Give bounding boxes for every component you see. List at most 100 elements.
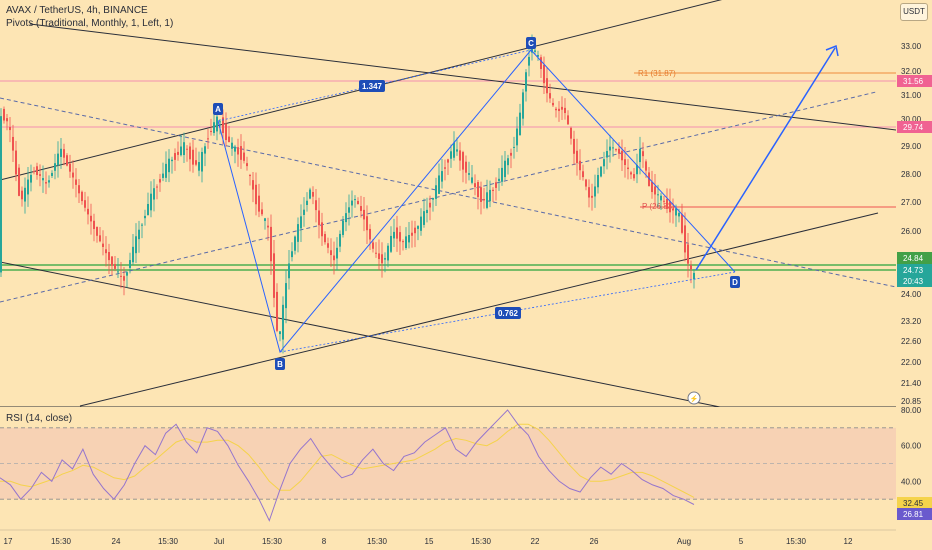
candle-body[interactable] — [342, 220, 344, 235]
candle-body[interactable] — [486, 192, 488, 208]
candle-body[interactable] — [552, 102, 554, 106]
candle-body[interactable] — [105, 249, 107, 254]
candle-body[interactable] — [318, 210, 320, 226]
candle-body[interactable] — [315, 200, 317, 211]
candle-body[interactable] — [42, 178, 44, 181]
candle-body[interactable] — [387, 245, 389, 261]
candle-body[interactable] — [168, 158, 170, 173]
candle-body[interactable] — [672, 208, 674, 211]
candle-body[interactable] — [120, 275, 122, 277]
candle-body[interactable] — [357, 200, 359, 205]
candle-body[interactable] — [171, 159, 173, 162]
candle-body[interactable] — [639, 148, 641, 163]
candle-body[interactable] — [153, 188, 155, 200]
candle-body[interactable] — [693, 272, 695, 280]
candle-body[interactable] — [489, 189, 491, 202]
rising-support-line[interactable] — [79, 212, 879, 407]
candle-body[interactable] — [525, 72, 527, 92]
candle-body[interactable] — [255, 184, 257, 205]
candle-body[interactable] — [198, 162, 200, 171]
candle-body[interactable] — [237, 147, 239, 155]
candle-body[interactable] — [72, 172, 74, 178]
candle-body[interactable] — [513, 146, 515, 148]
candle-body[interactable] — [210, 131, 212, 133]
candle-body[interactable] — [537, 55, 539, 57]
candle-body[interactable] — [564, 107, 566, 114]
candle-body[interactable] — [159, 179, 161, 183]
candle-body[interactable] — [597, 174, 599, 188]
candle-body[interactable] — [258, 195, 260, 212]
candle-body[interactable] — [690, 265, 692, 270]
candle-body[interactable] — [621, 150, 623, 161]
candle-body[interactable] — [225, 123, 227, 141]
candle-body[interactable] — [102, 243, 104, 247]
candle-body[interactable] — [213, 122, 215, 133]
candle-body[interactable] — [0, 116, 2, 273]
candle-body[interactable] — [108, 252, 110, 261]
candle-body[interactable] — [483, 198, 485, 201]
candle-body[interactable] — [201, 151, 203, 172]
candle-body[interactable] — [591, 195, 593, 198]
candle-body[interactable] — [192, 149, 194, 165]
candle-body[interactable] — [612, 147, 614, 149]
candle-body[interactable] — [276, 291, 278, 331]
candle-body[interactable] — [327, 243, 329, 248]
candle-body[interactable] — [555, 108, 557, 111]
candle-body[interactable] — [282, 304, 284, 340]
candle-body[interactable] — [438, 175, 440, 194]
candle-body[interactable] — [186, 148, 188, 150]
dashed-channel-upper[interactable] — [0, 97, 897, 288]
candle-body[interactable] — [645, 161, 647, 171]
pattern-point-d-box[interactable] — [730, 276, 740, 288]
candle-body[interactable] — [360, 206, 362, 211]
candle-body[interactable] — [288, 263, 290, 279]
ratio-label-0762-box[interactable] — [495, 307, 521, 319]
candle-body[interactable] — [675, 208, 677, 216]
candle-body[interactable] — [654, 186, 656, 195]
candle-body[interactable] — [345, 213, 347, 223]
candle-body[interactable] — [657, 194, 659, 196]
candle-body[interactable] — [615, 149, 617, 151]
candle-body[interactable] — [195, 160, 197, 165]
candle-body[interactable] — [447, 159, 449, 163]
candle-body[interactable] — [330, 250, 332, 256]
candle-body[interactable] — [135, 236, 137, 254]
candle-body[interactable] — [66, 155, 68, 166]
candle-body[interactable] — [627, 167, 629, 170]
candle-body[interactable] — [24, 187, 26, 202]
candle-body[interactable] — [111, 256, 113, 266]
candle-body[interactable] — [423, 211, 425, 225]
candle-body[interactable] — [279, 331, 281, 335]
rsi-line[interactable] — [0, 409, 695, 522]
candle-body[interactable] — [408, 235, 410, 243]
candle-body[interactable] — [174, 153, 176, 160]
candle-body[interactable] — [219, 121, 221, 123]
candle-body[interactable] — [522, 92, 524, 119]
candle-body[interactable] — [126, 272, 128, 276]
candle-body[interactable] — [420, 216, 422, 231]
candle-body[interactable] — [396, 227, 398, 239]
candle-body[interactable] — [129, 260, 131, 268]
candle-body[interactable] — [312, 191, 314, 197]
candle-body[interactable] — [648, 172, 650, 187]
candle-body[interactable] — [363, 209, 365, 220]
candle-body[interactable] — [573, 138, 575, 154]
candle-body[interactable] — [264, 218, 266, 221]
candle-body[interactable] — [471, 177, 473, 183]
candle-body[interactable] — [267, 225, 269, 228]
candle-body[interactable] — [339, 233, 341, 247]
pivot-indicator-label[interactable]: Pivots (Traditional, Monthly, 1, Left, 1… — [6, 18, 174, 29]
candle-body[interactable] — [636, 165, 638, 175]
candle-body[interactable] — [285, 283, 287, 309]
candle-body[interactable] — [69, 163, 71, 172]
candle-body[interactable] — [51, 172, 53, 176]
candle-body[interactable] — [501, 167, 503, 182]
candle-body[interactable] — [162, 173, 164, 178]
candle-body[interactable] — [498, 178, 500, 181]
candle-body[interactable] — [291, 251, 293, 258]
candle-body[interactable] — [90, 215, 92, 222]
candle-body[interactable] — [333, 255, 335, 261]
candle-body[interactable] — [63, 149, 65, 158]
candle-body[interactable] — [87, 208, 89, 215]
